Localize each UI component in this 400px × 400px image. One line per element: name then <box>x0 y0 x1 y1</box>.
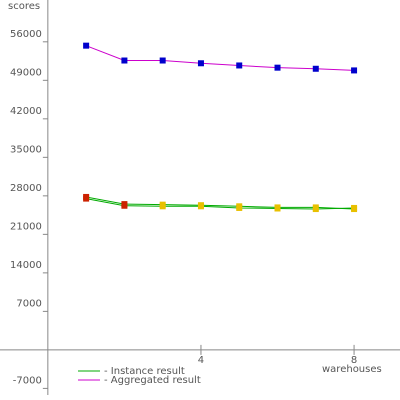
y-tick-label: 35000 <box>10 144 42 155</box>
series-line <box>86 196 355 210</box>
data-point <box>197 202 204 209</box>
data-point <box>197 60 204 67</box>
y-tick-label: 49000 <box>10 67 42 78</box>
data-point <box>121 201 128 208</box>
series-line <box>85 45 355 71</box>
data-point <box>351 206 358 213</box>
y-tick-label: 14000 <box>10 260 42 271</box>
data-point <box>159 57 166 64</box>
data-point <box>274 204 281 211</box>
data-point <box>236 62 243 69</box>
x-axis-label: warehouses <box>322 364 382 375</box>
y-tick-label: 28000 <box>10 183 42 194</box>
y-tick-label: 42000 <box>10 106 42 117</box>
data-point <box>351 67 358 74</box>
y-axis-label: scores <box>8 1 40 12</box>
x-tick-label: 4 <box>198 355 204 366</box>
data-point <box>274 64 281 71</box>
data-point <box>83 193 90 200</box>
y-tick-label: 21000 <box>10 221 42 232</box>
legend-label: - Aggregated result <box>104 375 201 386</box>
data-point <box>312 204 319 211</box>
series-line <box>86 198 355 210</box>
data-point <box>236 203 243 210</box>
data-point <box>121 57 128 64</box>
y-tick-label: -7000 <box>13 375 42 386</box>
x-tick-label: 8 <box>351 355 357 366</box>
data-point <box>83 42 90 49</box>
data-point <box>159 201 166 208</box>
data-point <box>312 65 319 72</box>
y-tick-label: 56000 <box>10 29 42 40</box>
y-tick-label: 7000 <box>16 298 41 309</box>
legend-label: - Instance result <box>104 366 185 377</box>
